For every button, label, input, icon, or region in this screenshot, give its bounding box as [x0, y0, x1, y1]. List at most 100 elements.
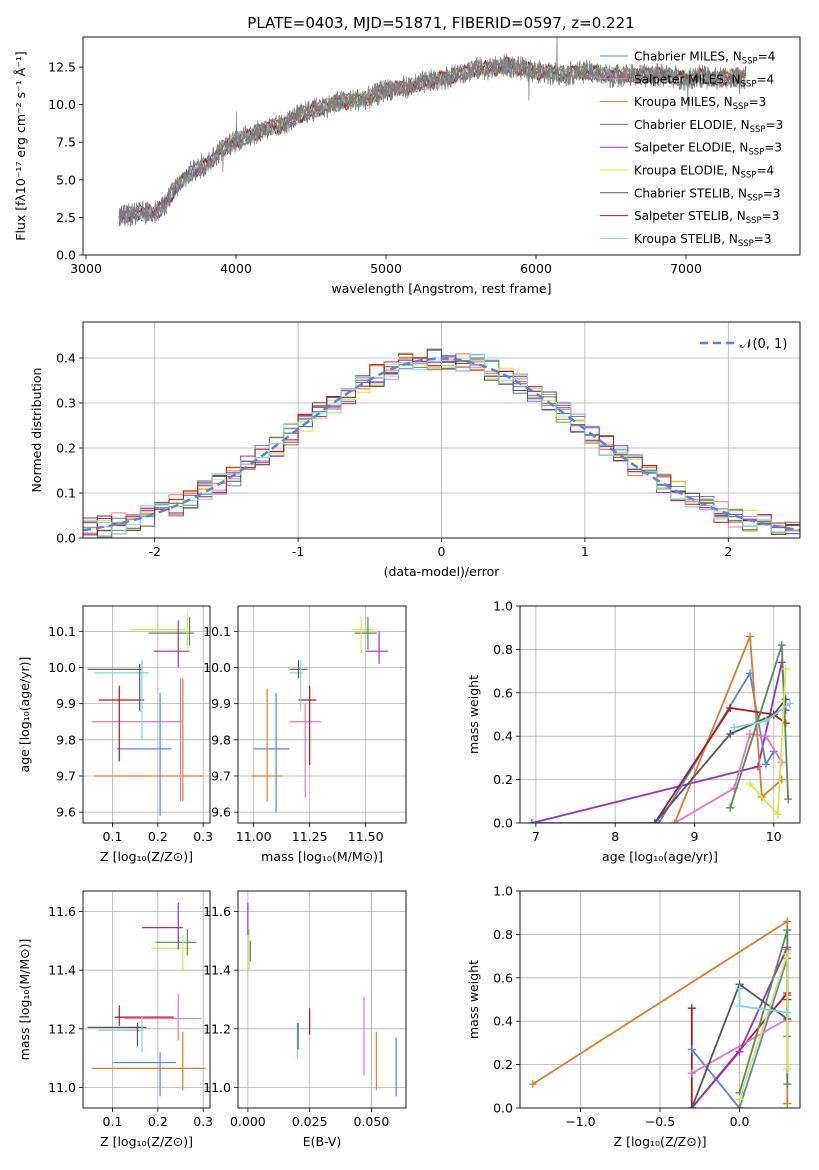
x-tick-label: 0.1 [103, 1114, 123, 1129]
axes-frame [82, 605, 211, 824]
y-tick-label: 0.8 [493, 927, 513, 942]
panel-residuals: -2 -1 0 1 2 0.0 0.1 0.2 0.3 0.4 (data-model)/error… [29, 321, 801, 579]
y-tick-label: 9.9 [211, 696, 231, 711]
weight-marker [773, 810, 782, 819]
x-tick-label: 0.000 [230, 1114, 266, 1129]
legend: Chabrier MILES, NSSP=4 Salpeter MILES, NS… [600, 50, 783, 249]
x-tick-label: 9 [691, 829, 699, 844]
weight-marker [726, 803, 735, 812]
y-tick-label: 0.8 [493, 642, 513, 657]
y-tick-label: 10.0 [203, 660, 231, 675]
weight-marker [670, 819, 679, 823]
y-axis-label: mass [log₁₀(M/M⊙)] [17, 939, 32, 1061]
y-tick-label: 9.9 [56, 696, 76, 711]
weight-marker [785, 699, 794, 708]
x-tick-label: 8 [611, 829, 619, 844]
axes-frame [82, 890, 211, 1109]
weight-marker [783, 917, 792, 926]
weight-line [674, 733, 783, 823]
legend-entry: Chabrier ELODIE, NSSP=3 [634, 118, 783, 135]
y-tick-label: 11.4 [48, 963, 76, 978]
weight-marker [746, 779, 755, 788]
y-tick-label: 5.0 [56, 172, 76, 187]
x-tick-label: 10 [766, 829, 782, 844]
weight-marker [784, 795, 793, 804]
legend: 𝒩(0, 1) [700, 337, 787, 352]
x-tick-label: −0.5 [645, 1114, 675, 1129]
data-line [118, 37, 747, 227]
weight-marker [654, 819, 663, 823]
plot-residuals [83, 322, 800, 538]
gaussian-reference-line [83, 357, 800, 532]
legend-entry: Chabrier MILES, NSSP=4 [634, 50, 775, 67]
plot-z-weight [520, 891, 800, 1108]
x-tick-label: 0.3 [193, 1114, 213, 1129]
y-tick-label: 10.1 [48, 624, 76, 639]
y-tick-label: 11.2 [203, 1021, 231, 1036]
y-tick-label: 0.4 [493, 1014, 513, 1029]
weight-marker [735, 1104, 744, 1108]
plot-z-age [83, 606, 210, 823]
weight-marker [650, 819, 659, 823]
weight-marker [687, 1104, 696, 1108]
legend-entry: Salpeter MILES, NSSP=4 [634, 72, 774, 89]
weight-marker [687, 1045, 696, 1054]
legend-entry: 𝒩(0, 1) [740, 337, 787, 352]
weight-line [531, 670, 775, 823]
axes-frame [237, 890, 407, 1109]
x-tick-label: 0.2 [148, 829, 168, 844]
weight-line [673, 636, 783, 823]
x-tick-label: 11.00 [236, 829, 272, 844]
weight-marker [783, 949, 792, 958]
x-tick-label: 7 [532, 829, 540, 844]
x-tick-label: 5000 [370, 261, 402, 276]
y-axis-label: age [log₁₀(age/yr)] [17, 657, 32, 773]
weight-marker [687, 1069, 696, 1078]
weight-line [738, 953, 789, 1100]
y-tick-label: 11.0 [48, 1080, 76, 1095]
y-axis-label: Normed distribution [29, 368, 44, 493]
x-tick-label: 0 [438, 544, 446, 559]
x-axis-label: E(B-V) [303, 1134, 342, 1149]
y-tick-label: 10.0 [48, 660, 76, 675]
legend-entry: Kroupa MILES, NSSP=3 [634, 95, 766, 112]
y-tick-label: 11.2 [48, 1021, 76, 1036]
x-axis-label: wavelength [Angstrom, rest frame] [331, 281, 551, 296]
plot-mass-age [238, 606, 406, 823]
x-tick-label: 11.25 [292, 829, 328, 844]
weight-marker [528, 1080, 537, 1089]
y-tick-label: 0.6 [493, 970, 513, 985]
x-tick-label: 0.2 [148, 1114, 168, 1129]
x-tick-label: 0.025 [292, 1114, 328, 1129]
x-axis-label: (data-model)/error [384, 564, 501, 579]
x-axis-label: age [log₁₀(age/yr)] [602, 849, 718, 864]
y-tick-label: 9.8 [56, 732, 76, 747]
weight-marker [781, 695, 790, 704]
weight-marker [761, 717, 770, 726]
legend-entry: Chabrier STELIB, NSSP=3 [634, 186, 781, 203]
panel-ebv-mass: 0.000 0.025 0.050 11.0 11.2 11.4 11.6 E(B-V) [203, 890, 407, 1149]
y-tick-label: 0.4 [56, 351, 76, 366]
x-tick-label: -1 [292, 544, 304, 559]
y-axis-label: Flux [fλ10⁻¹⁷ erg cm⁻² s⁻¹ Å⁻¹] [13, 51, 28, 240]
panel-spectrum: 3000 4000 5000 6000 7000 0.0 2.5 5.0 7.5 10.0 12.5… [13, 36, 801, 296]
weight-marker [761, 732, 770, 741]
y-tick-label: 0.2 [56, 441, 76, 456]
weight-marker [783, 1080, 792, 1089]
weight-marker [753, 762, 762, 771]
y-tick-label: 11.6 [203, 904, 231, 919]
x-tick-label: 7000 [670, 261, 702, 276]
y-tick-label: 10.1 [203, 624, 231, 639]
y-tick-label: 7.5 [56, 135, 76, 150]
y-tick-label: 0.2 [493, 1057, 513, 1072]
y-tick-label: 12.5 [48, 60, 76, 75]
weight-marker [735, 1095, 744, 1104]
weight-marker [777, 641, 786, 650]
weight-marker [726, 730, 735, 739]
axes-frame [237, 605, 407, 824]
y-tick-label: 9.8 [211, 732, 231, 747]
axes-frame [519, 605, 801, 824]
y-tick-label: 9.7 [211, 768, 231, 783]
axes-frame [519, 890, 801, 1109]
x-tick-label: 2 [724, 544, 732, 559]
